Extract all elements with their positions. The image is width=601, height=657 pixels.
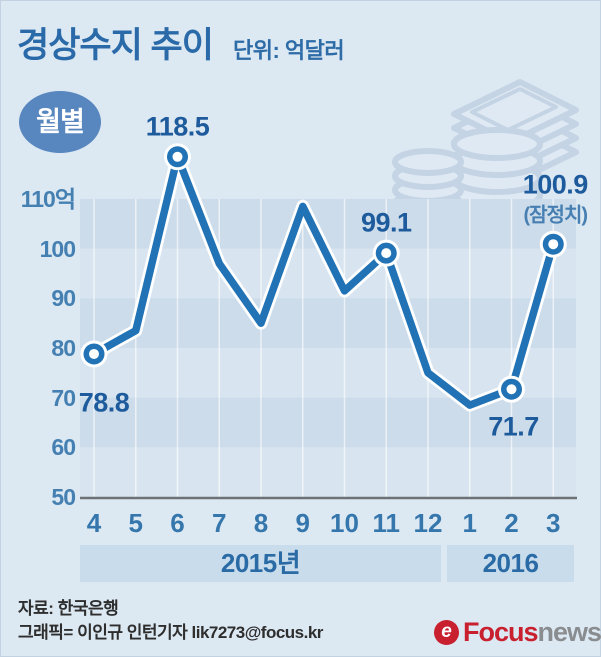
x-tick-label: 5: [128, 508, 143, 538]
grid-band: [80, 447, 576, 497]
monthly-badge: 월별: [19, 91, 101, 153]
data-point-label: 118.5: [145, 111, 210, 142]
data-point-label: 71.7: [488, 411, 539, 442]
data-point-label: 99.1: [360, 207, 412, 238]
y-tick-label: 110억: [20, 186, 76, 212]
data-point-hole: [506, 384, 517, 395]
data-source-text: 자료: 한국은행: [18, 599, 119, 618]
y-tick-label: 80: [51, 335, 76, 361]
page-title: 경상수지 추이: [17, 26, 214, 65]
data-point-label: 78.8: [78, 387, 130, 418]
focusnews-logo-icon: e: [434, 619, 459, 645]
x-tick-label: 11: [372, 508, 401, 538]
data-point-hole: [548, 239, 559, 250]
y-tick-label: 60: [51, 434, 76, 461]
y-tick-label: 70: [51, 384, 76, 411]
year-band-2016: 2016: [447, 545, 574, 582]
y-tick-label: 90: [51, 285, 76, 312]
year-band-2015: 2015년: [80, 545, 441, 582]
x-tick-label: 12: [413, 508, 443, 538]
x-tick-label: 7: [212, 508, 227, 538]
data-point-sublabel: (잠정치): [523, 204, 588, 227]
x-tick-label: 2: [504, 508, 519, 538]
data-point-hole: [172, 151, 183, 162]
series-line: [90, 153, 558, 409]
data-point-hole: [381, 248, 392, 259]
data-point-hole: [89, 348, 99, 359]
x-tick-label: 8: [253, 508, 269, 538]
focusnews-logo: e Focus news: [434, 617, 601, 647]
x-tick-label: 10: [330, 508, 359, 538]
x-tick-label: 1: [462, 508, 477, 538]
grid-band: [80, 298, 576, 348]
x-tick-label: 3: [546, 508, 561, 538]
y-tick-label: 50: [51, 484, 76, 510]
credit-text: 그래픽= 이인규 인턴기자 lik7273@focus.kr: [18, 623, 323, 642]
data-point-label: 100.9: [522, 169, 589, 200]
y-tick-label: 100: [39, 235, 76, 262]
x-tick-label: 6: [170, 508, 185, 538]
grid-band: [80, 397, 576, 448]
logo-suffix-text: news: [537, 616, 601, 647]
unit-label: 단위: 억달러: [233, 38, 345, 63]
x-tick-label: 4: [86, 508, 102, 538]
logo-brand-text: Focus: [463, 616, 539, 647]
x-tick-label: 9: [295, 508, 310, 538]
